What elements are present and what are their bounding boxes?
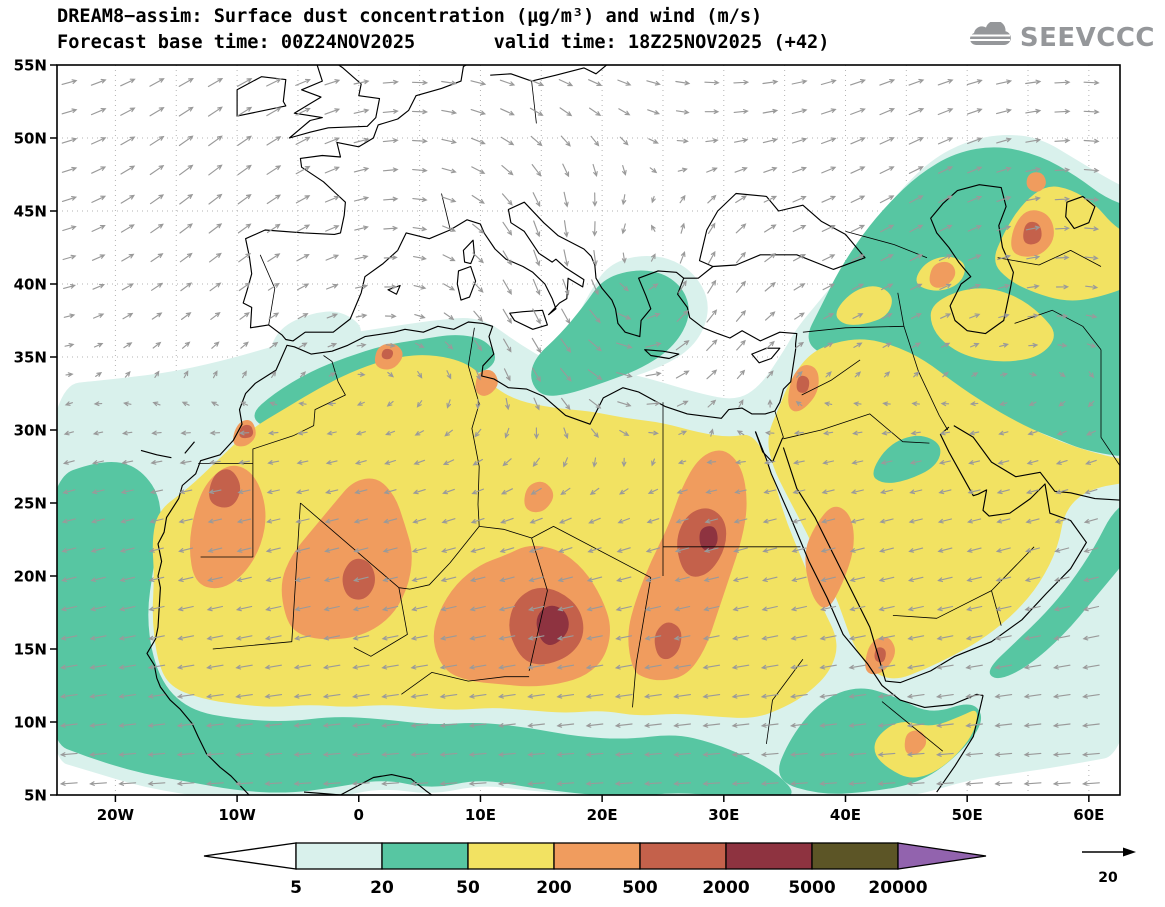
dust-region-500-2000: [654, 622, 682, 660]
lat-tick-label: 15N: [14, 640, 47, 658]
colorbar-box: [639, 842, 727, 870]
dust-region-200-500: [189, 465, 266, 589]
lat-tick-label: 55N: [14, 56, 47, 74]
dust-region-200-500: [1026, 172, 1046, 192]
cloud-logo-icon: [967, 20, 1013, 54]
lat-tick-label: 40N: [14, 275, 47, 293]
colorbar-box: [295, 842, 383, 870]
lat-tick-label: 5N: [24, 786, 47, 804]
dust-region-500-2000: [796, 375, 810, 393]
colorbar-label: 50: [456, 878, 480, 898]
colorbar-box: [467, 842, 555, 870]
lon-tick-label: 40E: [830, 806, 861, 824]
dust-region-50-200: [874, 710, 978, 778]
dust-region-20-50: [531, 270, 689, 396]
colorbar-label: 5000: [788, 878, 835, 898]
dust-region-20-50: [57, 461, 792, 795]
colorbar-above-arrow: [897, 842, 987, 870]
wind-reference-arrowhead: [1123, 847, 1136, 857]
colorbar-box: [553, 842, 641, 870]
colorbar-label: 5: [290, 878, 302, 898]
dust-region-50-200: [836, 286, 892, 325]
wind-arrows: [59, 77, 1100, 786]
dust-region-200-500: [524, 481, 554, 513]
seevccc-logo: SEEVCCC: [967, 20, 1155, 54]
lat-tick-label: 50N: [14, 129, 47, 147]
dust-region-200-500: [475, 369, 498, 396]
dust-region-2000-5000: [536, 605, 569, 645]
colorbar-label: 2000: [702, 878, 749, 898]
chart-title: DREAM8−assim: Surface dust concentration…: [57, 6, 763, 27]
colorbar-label: 200: [536, 878, 572, 898]
colorbar: 5 20 50 200 500 2000 5000 20000: [203, 842, 987, 898]
dust-region-20-50: [989, 506, 1120, 679]
lat-tick-label: 30N: [14, 421, 47, 439]
colorbar-label: 20000: [868, 878, 927, 898]
lat-tick-label: 20N: [14, 567, 47, 585]
wind-reference-label: 20: [1098, 870, 1118, 886]
lat-tick-label: 10N: [14, 713, 47, 731]
lon-tick-label: 0: [354, 806, 364, 824]
lon-tick-label: 60E: [1073, 806, 1104, 824]
lon-tick-label: 10E: [465, 806, 496, 824]
chart-subtitle: Forecast base time: 00Z24NOV2025 valid t…: [57, 32, 830, 53]
wind-reference: 20: [1082, 847, 1136, 886]
dust-region-50-200: [768, 339, 1120, 679]
colorbar-box: [381, 842, 469, 870]
colorbar-box: [811, 842, 899, 870]
dust-region-500-2000: [1023, 221, 1042, 245]
lat-tick-label: 35N: [14, 348, 47, 366]
lon-tick-label: 20E: [587, 806, 618, 824]
dust-region-50-200: [930, 288, 1054, 362]
colorbar-label: 500: [622, 878, 658, 898]
lon-tick-label: 20W: [97, 806, 135, 824]
dust-region-200-500: [929, 261, 956, 288]
map-axes: 55N 50N 45N 40N 35N 30N 25N 20N 15N 10N 5N 20W 10W 0 1…: [14, 56, 1121, 824]
dust-region-500-2000: [381, 348, 394, 360]
country-borders: [198, 81, 1120, 752]
dust-region-200-500: [281, 478, 412, 640]
dust-region-200-500: [805, 506, 854, 608]
lat-tick-label: 25N: [14, 494, 47, 512]
dust-region-2000-5000: [699, 526, 718, 551]
lon-tick-label: 50E: [952, 806, 983, 824]
dust-region-500-2000: [209, 469, 241, 508]
dust-region-20-50: [873, 435, 941, 483]
dust-concentration-regions: [57, 134, 1120, 795]
colorbar-box: [725, 842, 813, 870]
dust-region-200-500: [904, 730, 927, 756]
lon-tick-label: 30E: [708, 806, 739, 824]
lat-tick-label: 45N: [14, 202, 47, 220]
lon-tick-label: 10W: [218, 806, 256, 824]
colorbar-below-arrow: [203, 842, 297, 870]
logo-text: SEEVCCC: [1019, 23, 1155, 53]
colorbar-label: 20: [370, 878, 394, 898]
